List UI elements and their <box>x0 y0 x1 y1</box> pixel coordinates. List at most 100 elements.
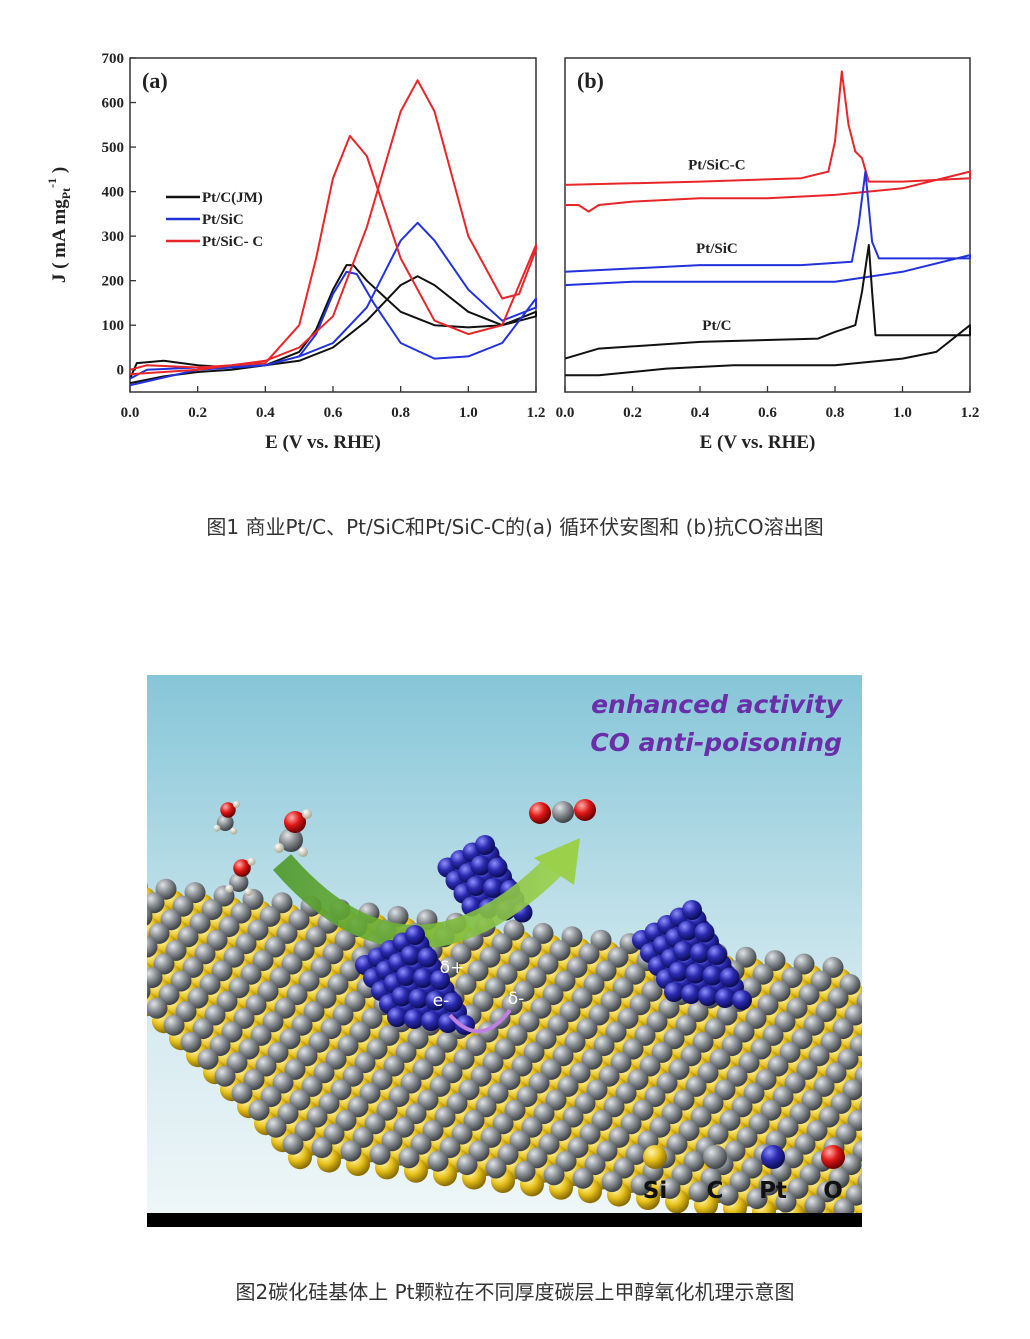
atom <box>230 827 238 835</box>
atom <box>532 922 554 944</box>
reaction-arrowhead <box>534 838 580 885</box>
atom <box>252 950 274 972</box>
atom <box>938 1206 962 1230</box>
atom <box>598 1065 620 1087</box>
atom <box>879 1019 903 1043</box>
atom <box>928 1145 952 1169</box>
atom <box>147 936 158 958</box>
atom <box>235 933 257 955</box>
atom <box>456 1154 478 1176</box>
atom <box>354 1052 376 1074</box>
atom <box>993 1127 1014 1148</box>
atom <box>796 1058 818 1080</box>
atom <box>715 988 735 1008</box>
legend-label: O <box>823 1178 843 1204</box>
y-tick-label: 400 <box>102 185 125 201</box>
atom <box>305 926 327 948</box>
atom <box>240 963 262 985</box>
atom <box>334 929 356 951</box>
atom <box>583 973 605 995</box>
atom <box>839 973 861 995</box>
atom <box>870 1138 894 1162</box>
atom <box>617 1007 639 1029</box>
atom <box>935 1120 956 1141</box>
atom <box>945 1162 969 1186</box>
atom <box>916 1178 937 1199</box>
atom <box>1015 1175 1030 1196</box>
x-tick-label: 0.0 <box>121 405 140 421</box>
atom <box>463 1109 485 1131</box>
atom <box>108 914 132 938</box>
y-axis-label-sub: Pt <box>59 188 73 199</box>
atom <box>342 1065 364 1087</box>
atom <box>238 1038 260 1060</box>
atom <box>784 1072 806 1094</box>
atom <box>485 1157 507 1179</box>
atom <box>318 1092 340 1114</box>
atom <box>877 1094 901 1118</box>
atom <box>98 872 119 893</box>
atom <box>682 900 702 920</box>
x-tick-label: 0.6 <box>324 405 343 421</box>
bottom-bar <box>147 1213 862 1227</box>
atom <box>571 987 593 1009</box>
atom <box>413 968 433 988</box>
atom <box>525 967 547 989</box>
atom <box>649 1116 671 1138</box>
atom <box>1025 1217 1030 1230</box>
series-label: Pt/SiC <box>696 241 738 257</box>
atom <box>274 843 284 853</box>
atom <box>671 1164 693 1186</box>
atom <box>400 1072 422 1094</box>
atom <box>882 1144 903 1165</box>
atom <box>574 799 596 821</box>
atom <box>470 855 491 876</box>
atom <box>863 1202 884 1223</box>
atom <box>1003 1169 1027 1193</box>
atom <box>148 922 170 944</box>
atom <box>998 1158 1019 1179</box>
atom <box>514 1160 536 1182</box>
atom <box>789 1103 811 1125</box>
atom <box>743 1082 765 1104</box>
atom <box>861 1028 862 1036</box>
atom <box>880 1200 904 1224</box>
atom <box>540 1058 562 1080</box>
atom <box>260 1086 282 1108</box>
atom <box>620 1113 642 1135</box>
atom <box>337 1035 359 1057</box>
atom <box>889 1100 910 1121</box>
atom <box>175 1001 197 1023</box>
atom <box>450 943 472 965</box>
atom <box>96 947 117 968</box>
atom <box>820 1031 842 1053</box>
legend-label: Pt/SiC <box>202 212 244 228</box>
atom <box>832 1018 854 1040</box>
atom <box>791 1028 813 1050</box>
atom <box>840 1154 862 1176</box>
atom <box>288 909 310 931</box>
atom <box>388 1086 410 1108</box>
atom <box>468 1140 490 1162</box>
atom <box>906 1098 930 1122</box>
x-axis-label: E (V vs. RHE) <box>700 432 816 453</box>
atom <box>108 933 129 954</box>
atom <box>884 1050 908 1074</box>
atom <box>271 892 293 914</box>
atom <box>125 950 146 971</box>
atom <box>118 975 142 999</box>
atom <box>590 929 612 951</box>
atom <box>147 892 165 914</box>
atom <box>393 1116 415 1138</box>
atom <box>625 1143 647 1165</box>
atom <box>741 1157 763 1179</box>
atom <box>113 945 137 969</box>
atom <box>906 1117 927 1138</box>
figure-1: 0.0 0.2 0.4 0.6 0.8 1.0 1.2 0 100 200 300 400 500 600… <box>45 51 979 453</box>
x-tick-label: 0.4 <box>256 405 275 421</box>
atom <box>284 1058 306 1080</box>
atom <box>223 946 245 968</box>
atom <box>535 1028 557 1050</box>
atom <box>255 1055 277 1077</box>
atom <box>818 1106 840 1128</box>
